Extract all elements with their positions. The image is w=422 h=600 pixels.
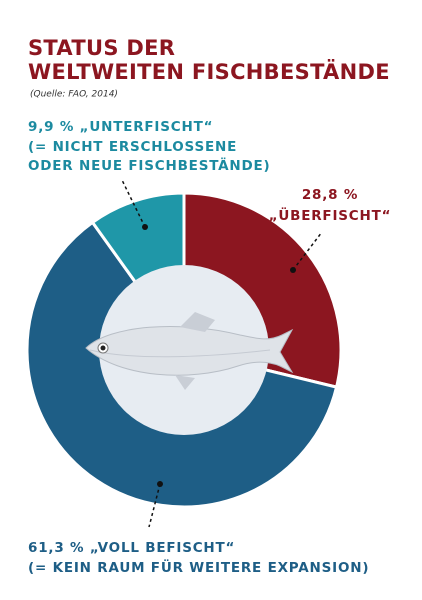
value-label: 61,3 % — [28, 540, 84, 556]
value-label: 28,8 % — [302, 187, 358, 203]
slice-label: 9,9 % „UNTERFISCHT“ — [28, 119, 213, 135]
category-label: „ÜBERFISCHT“ — [269, 206, 392, 224]
fish — [85, 312, 294, 390]
category-label: „UNTERFISCHT“ — [80, 119, 214, 135]
slice-label: 61,3 % „VOLL BEFISCHT“ — [28, 540, 235, 556]
leader-dots — [142, 224, 296, 487]
note: ODER NEUE FISCHBESTÄNDE) — [28, 157, 271, 174]
category-label: „VOLL BEFISCHT“ — [90, 540, 235, 556]
leaders — [121, 179, 323, 528]
chart-subtitle: (Quelle: FAO, 2014) — [30, 90, 118, 100]
note: (= KEIN RAUM FÜR WEITERE EXPANSION) — [28, 558, 369, 576]
chart-title: WELTWEITEN FISCHBESTÄNDE — [28, 59, 390, 84]
value-label: 9,9 % — [28, 119, 74, 135]
note: (= NICHT ERSCHLOSSENE — [28, 139, 237, 155]
chart-title: STATUS DER — [28, 36, 175, 60]
